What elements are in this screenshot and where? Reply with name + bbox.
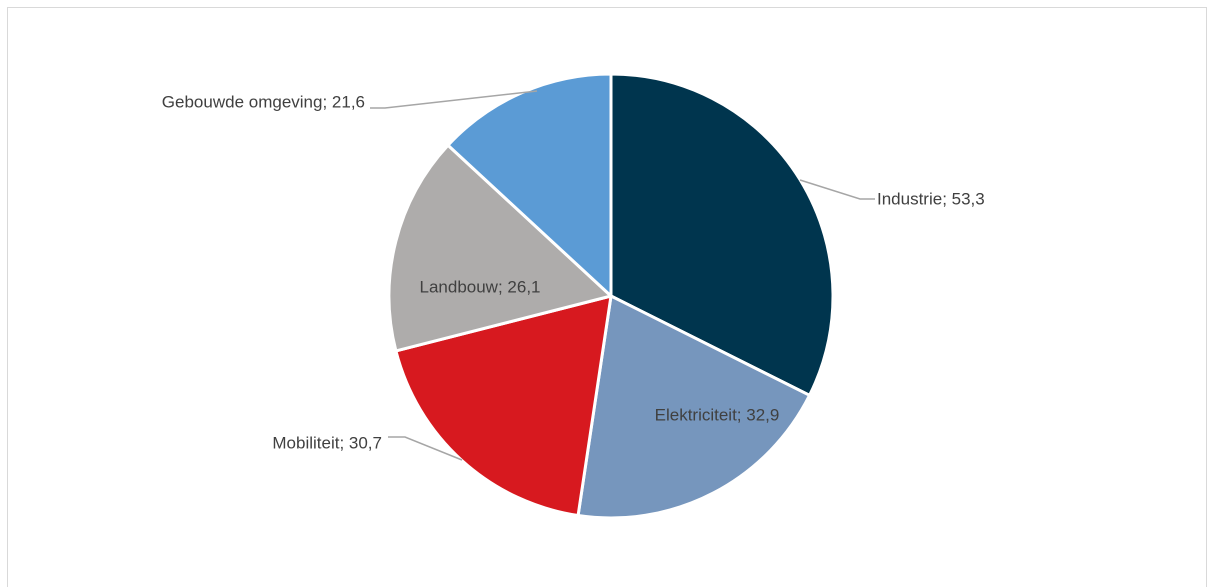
leader-line-gebouwde-omgeving — [370, 90, 538, 109]
data-label-industrie: Industrie; 53,3 — [877, 189, 985, 208]
data-label-elektriciteit: Elektriciteit; 32,9 — [655, 405, 780, 424]
data-label-landbouw: Landbouw; 26,1 — [420, 277, 541, 296]
pie-slice-landbouw — [387, 143, 613, 353]
data-label-gebouwde-omgeving: Gebouwde omgeving; 21,6 — [162, 92, 365, 111]
slice-labels: Industrie; 53,3 Elektriciteit; 32,9 Mobili… — [162, 92, 985, 452]
leader-line-industrie — [799, 179, 875, 200]
data-label-mobiliteit: Mobiliteit; 30,7 — [272, 433, 382, 452]
leader-line-mobiliteit — [388, 436, 463, 461]
leader-lines — [370, 90, 875, 461]
pie-slice-elektriciteit — [576, 294, 812, 520]
pie-slice-industrie — [609, 72, 835, 397]
pie-slices — [387, 72, 835, 520]
pie-slice-mobiliteit — [394, 294, 613, 518]
